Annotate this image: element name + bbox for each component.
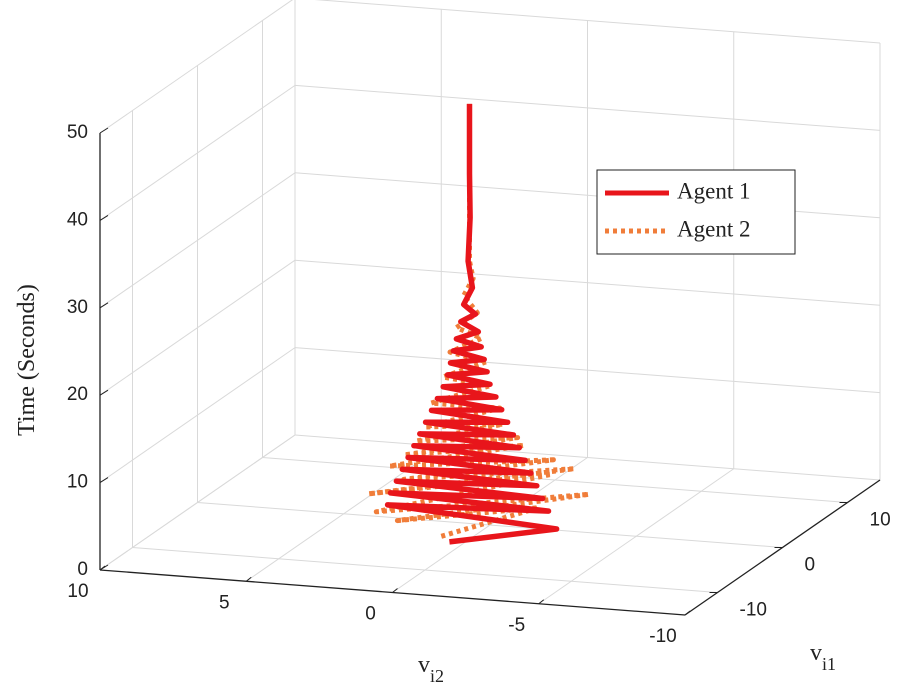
y-tick bbox=[392, 588, 398, 593]
x-axis-label-sub: i1 bbox=[822, 654, 836, 674]
y-tick bbox=[99, 565, 106, 571]
legend-label: Agent 2 bbox=[677, 216, 750, 241]
z-tick-label: 10 bbox=[67, 472, 88, 493]
z-tick-label: 30 bbox=[67, 297, 88, 318]
y-axis-label-sub: i2 bbox=[430, 666, 444, 686]
series-line bbox=[384, 103, 560, 545]
y-tick-label: 0 bbox=[365, 604, 376, 625]
grid-line bbox=[538, 468, 735, 605]
y-tick-label: 10 bbox=[67, 581, 88, 602]
y-tick-label: 5 bbox=[219, 592, 230, 613]
grid-line bbox=[314, 0, 881, 44]
z-tick bbox=[99, 214, 109, 221]
x-tick-label: 0 bbox=[805, 555, 816, 576]
grid-line bbox=[392, 457, 588, 593]
z-tick-label: 40 bbox=[67, 209, 88, 230]
z-tick bbox=[99, 477, 109, 484]
grid-line bbox=[294, 434, 881, 481]
y-tick bbox=[684, 610, 691, 616]
z-tick bbox=[99, 389, 109, 396]
y-axis-label-main: v bbox=[418, 652, 430, 678]
x-tick-label: 10 bbox=[870, 510, 891, 531]
legend: Agent 1 Agent 2 bbox=[596, 169, 796, 255]
y-axis-label: vi2 bbox=[418, 652, 444, 686]
y-tick bbox=[245, 576, 252, 582]
y-tick bbox=[538, 599, 545, 605]
z-tick-label: 50 bbox=[67, 122, 88, 143]
x-axis-label: vi1 bbox=[810, 640, 836, 674]
grid-line bbox=[99, 259, 296, 396]
z-tick-label: 0 bbox=[77, 559, 88, 580]
x-tick-label: -10 bbox=[740, 600, 767, 621]
grid-line bbox=[245, 445, 442, 582]
z-tick-label: 20 bbox=[67, 384, 88, 405]
x-axis-label-main: v bbox=[810, 640, 822, 666]
grid-line bbox=[99, 84, 296, 221]
legend-box bbox=[596, 169, 796, 255]
grid-line bbox=[294, 84, 881, 131]
grid-line bbox=[294, 259, 881, 306]
grid-line bbox=[99, 347, 296, 484]
z-axis-label: Time (Seconds) bbox=[14, 284, 40, 436]
y-tick-label: -10 bbox=[649, 626, 676, 647]
z-tick bbox=[99, 302, 109, 309]
grid-line bbox=[294, 347, 881, 394]
grid-line bbox=[99, 0, 293, 134]
legend-label: Agent 1 bbox=[677, 178, 750, 203]
grid-line bbox=[99, 172, 296, 309]
z-tick bbox=[99, 127, 109, 134]
y-tick-label: -5 bbox=[508, 615, 525, 636]
grid-line bbox=[99, 434, 296, 571]
